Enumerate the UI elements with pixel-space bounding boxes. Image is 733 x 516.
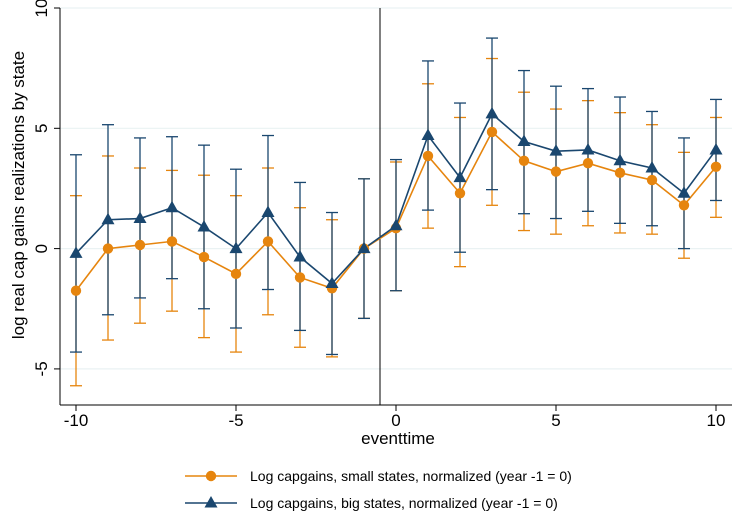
data-point [678,200,690,211]
legend-marker [205,470,217,482]
data-point [230,268,242,280]
x-tick-label: 0 [391,411,400,430]
data-point [197,219,211,232]
data-point [582,157,594,169]
data-point [134,239,146,251]
x-tick-label: -10 [64,411,89,430]
data-point [70,285,82,296]
legend-label: Log capgains, big states, normalized (ye… [250,495,558,511]
y-tick-label: 5 [32,124,51,133]
data-point [550,166,562,177]
data-point [645,161,659,173]
data-point [261,205,275,218]
data-point [69,246,83,258]
data-point [293,250,307,262]
data-point [709,142,723,155]
data-point [198,251,210,263]
data-point [486,126,498,138]
x-axis-label: eventtime [361,429,435,448]
y-tick-label: 0 [32,244,51,253]
data-point [518,155,530,166]
data-point [421,128,435,141]
error-bars [70,37,722,387]
data-point [517,134,531,147]
data-point [454,188,466,199]
data-point [325,276,339,288]
data-point [549,144,563,156]
data-point [485,106,499,119]
data-point [710,161,722,172]
data-point [166,236,178,247]
legend: Log capgains, small states, normalized (… [185,468,572,511]
markers [69,106,723,296]
x-tick-label: 10 [707,411,726,430]
y-axis-label: log real cap gains realizations by state [9,51,28,339]
axes [54,7,732,411]
data-point [389,218,403,231]
data-point [614,167,626,179]
legend-marker [204,496,218,508]
data-point [262,236,274,247]
y-tick-label: -5 [32,361,51,376]
data-point [646,174,658,186]
data-point [102,243,114,254]
data-point [165,200,179,213]
x-tick-label: 5 [551,411,560,430]
data-point [422,150,434,162]
data-point [133,211,147,224]
data-point [453,170,467,183]
data-point [229,241,243,254]
y-tick-label: 10 [32,0,51,17]
data-point [294,272,306,283]
legend-label: Log capgains, small states, normalized (… [250,468,572,484]
data-point [613,153,627,166]
data-point [101,212,115,225]
x-tick-label: -5 [228,411,243,430]
tick-labels: -5 0 5 10 -10 -5 0 5 10 [32,0,725,430]
data-point [581,142,595,155]
data-point [677,186,691,198]
data-point [357,241,371,254]
